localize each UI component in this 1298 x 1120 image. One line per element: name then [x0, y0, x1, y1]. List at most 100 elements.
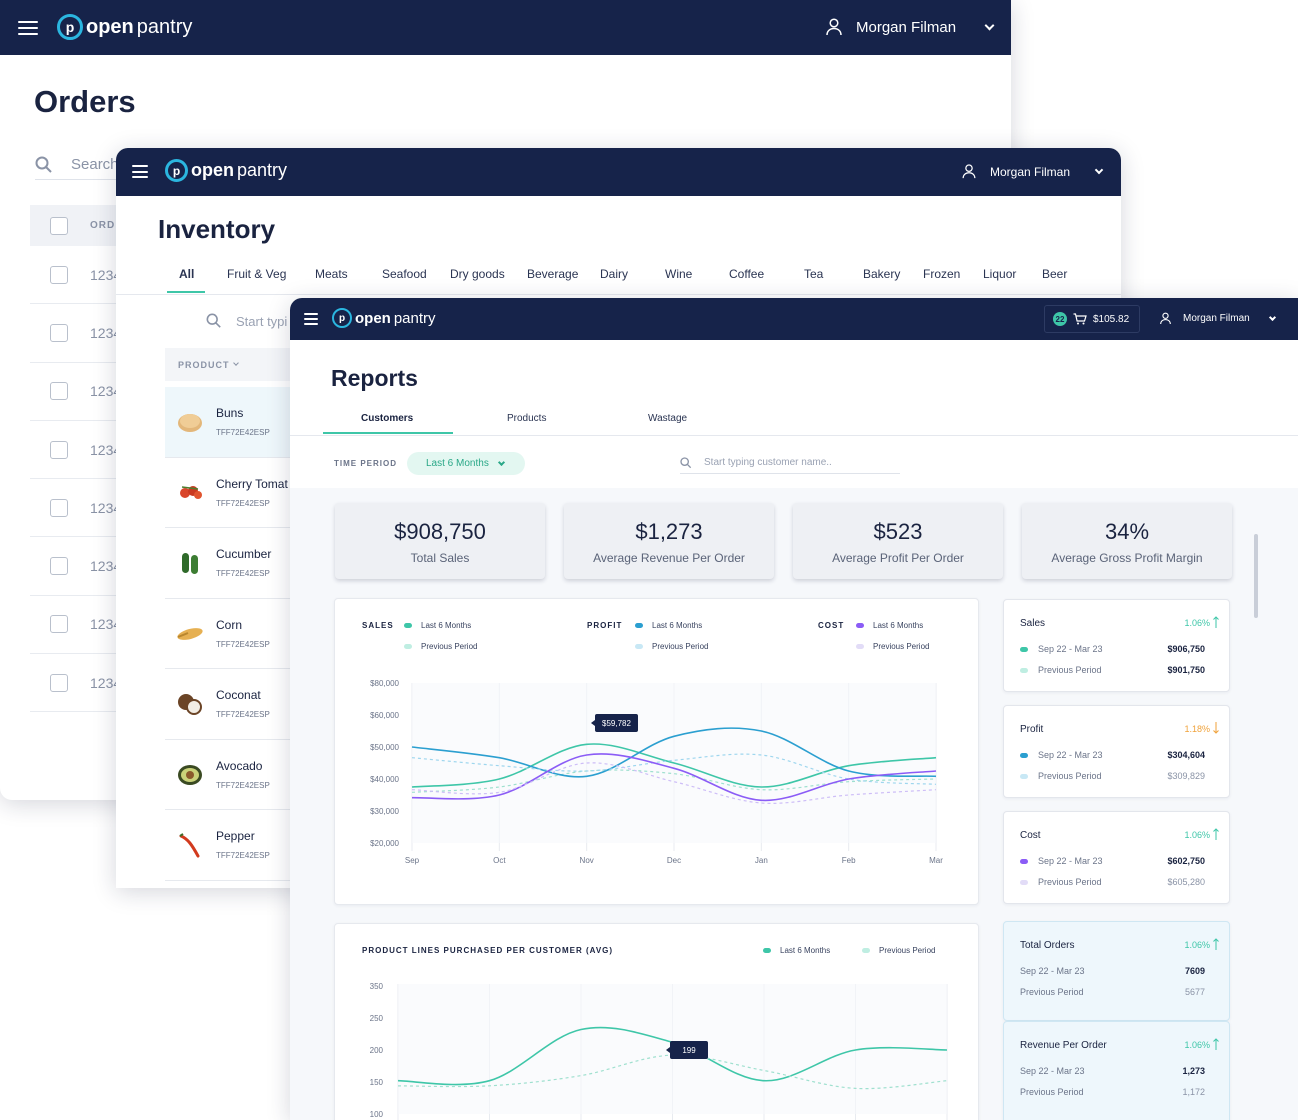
tab-products[interactable]: Products [507, 413, 547, 424]
page-title: Inventory [158, 214, 276, 244]
tab-all[interactable]: All [179, 267, 195, 281]
tab-dry-goods[interactable]: Dry goods [450, 267, 505, 281]
product-image [176, 549, 204, 577]
tooltip-box [670, 1041, 708, 1059]
row-checkbox[interactable] [50, 265, 68, 284]
table-row[interactable]: 1234 [30, 596, 140, 655]
y-tick-label: 200 [370, 1046, 384, 1055]
menu-icon[interactable] [18, 21, 38, 35]
summary-card-total-orders[interactable]: Total Orders 1.06% Sep 22 - Mar 23 7609 Prev… [1003, 921, 1230, 1021]
table-row[interactable]: 1234 [30, 537, 140, 596]
product-row[interactable]: Avocado TFF72E42ESP [165, 740, 295, 810]
row-value: $309,829 [1167, 771, 1205, 781]
product-row[interactable]: Coconat TFF72E42ESP [165, 669, 295, 740]
user-name: Morgan Filman [856, 18, 957, 36]
legend-item-label: Previous Period [421, 642, 478, 651]
card-title: Revenue Per Order [1020, 1040, 1107, 1051]
tab-wastage[interactable]: Wastage [648, 413, 688, 424]
summary-card-revenue-per-order[interactable]: Revenue Per Order 1.06% Sep 22 - Mar 23 1,2… [1003, 1021, 1230, 1120]
user-menu[interactable]: Morgan Filman [962, 164, 1104, 179]
chart-tooltip: $59,782 [591, 714, 638, 732]
y-tick-label: $20,000 [370, 839, 399, 848]
product-code: TFF72E42ESP [216, 780, 270, 790]
tab-dairy[interactable]: Dairy [600, 267, 629, 281]
tab-wine[interactable]: Wine [665, 267, 693, 281]
brand-logo[interactable]: p open pantry [57, 14, 192, 40]
brand-logo[interactable]: p open pantry [332, 308, 436, 328]
row-checkbox[interactable] [50, 382, 68, 401]
legend-item[interactable]: Previous Period [856, 642, 929, 651]
product-row[interactable]: Cherry Tomat TFF72E42ESP [165, 458, 295, 528]
x-tick-label: Oct [493, 856, 506, 865]
current-period-row: Sep 22 - Mar 23 $906,750 [1020, 644, 1205, 654]
legend-item[interactable]: Previous Period [635, 642, 708, 651]
product-row[interactable]: Cucumber TFF72E42ESP [165, 528, 295, 599]
product-row[interactable]: Pepper TFF72E42ESP [165, 810, 295, 881]
series-line[interactable] [411, 743, 937, 788]
previous-period-row: Previous Period $901,750 [1020, 665, 1205, 675]
menu-icon[interactable] [132, 165, 148, 178]
series-line[interactable] [411, 753, 937, 802]
time-period-select[interactable]: Last 6 Months [407, 452, 525, 475]
product-column-header[interactable]: PRODUCT [165, 348, 295, 381]
product-search-input[interactable]: Start typi [206, 310, 306, 332]
search-input[interactable]: Search [35, 150, 125, 180]
legend-dot [1020, 667, 1028, 673]
table-row[interactable]: 1234 [30, 421, 140, 480]
tab-customers[interactable]: Customers [361, 413, 414, 424]
scrollbar[interactable] [1254, 534, 1258, 618]
tab-beer[interactable]: Beer [1042, 267, 1068, 281]
tab-meats[interactable]: Meats [315, 267, 348, 281]
product-row[interactable]: Buns TFF72E42ESP [165, 387, 295, 458]
user-menu[interactable]: Morgan Filman [826, 18, 995, 36]
product-row[interactable]: Corn TFF72E42ESP [165, 599, 295, 669]
row-checkbox[interactable] [50, 498, 68, 517]
table-row[interactable]: 1234 [30, 363, 140, 421]
row-checkbox[interactable] [50, 323, 68, 342]
product-image [176, 690, 204, 718]
legend-title: PROFIT [587, 621, 623, 630]
legend-item[interactable]: Last 6 Months [404, 621, 471, 630]
summary-card-sales[interactable]: Sales 1.06% Sep 22 - Mar 23 $906,750 Previou… [1003, 599, 1230, 692]
row-checkbox[interactable] [50, 673, 68, 692]
row-checkbox[interactable] [50, 615, 68, 634]
series-line[interactable] [411, 727, 937, 778]
row-value: $605,280 [1167, 877, 1205, 887]
select-all-checkbox[interactable] [50, 216, 68, 235]
change-percent: 1.06% [1184, 940, 1210, 950]
tab-coffee[interactable]: Coffee [729, 267, 765, 281]
legend-item[interactable]: Last 6 Months [635, 621, 702, 630]
row-checkbox[interactable] [50, 557, 68, 576]
series-line[interactable] [411, 769, 937, 793]
menu-icon[interactable] [304, 313, 318, 325]
brand-logo[interactable]: p open pantry [165, 159, 287, 182]
tab-beverage[interactable]: Beverage [527, 267, 579, 281]
change-percent: 1.06% [1184, 830, 1210, 840]
tab-fruit-veg[interactable]: Fruit & Veg [227, 267, 287, 281]
column-header: ORD [90, 220, 116, 231]
table-row[interactable]: 1234 [30, 479, 140, 538]
legend-item-label: Previous Period [873, 642, 930, 651]
table-row[interactable]: 1234 [30, 246, 140, 305]
cart-button[interactable]: 22 $105.82 [1044, 305, 1140, 333]
legend-item[interactable]: Previous Period [862, 946, 935, 955]
row-label: Previous Period [1020, 987, 1084, 997]
user-menu[interactable]: Morgan Filman [1160, 312, 1276, 325]
table-row[interactable]: 1234 [30, 654, 140, 713]
time-period-label: TIME PERIOD [334, 459, 398, 468]
tab-tea[interactable]: Tea [804, 267, 824, 281]
legend-item[interactable]: Last 6 Months [856, 621, 923, 630]
legend-item[interactable]: Last 6 Months [763, 946, 830, 955]
summary-card-cost[interactable]: Cost 1.06% Sep 22 - Mar 23 $602,750 Previous… [1003, 811, 1230, 904]
row-checkbox[interactable] [50, 440, 68, 459]
table-row[interactable]: 1234 [30, 304, 140, 363]
tab-seafood[interactable]: Seafood [382, 267, 427, 281]
tab-liquor[interactable]: Liquor [983, 267, 1017, 281]
kpi-value: $1,273 [635, 519, 703, 544]
legend-item[interactable]: Previous Period [404, 642, 477, 651]
tab-bakery[interactable]: Bakery [863, 267, 901, 281]
divider [290, 435, 1298, 436]
customer-search-input[interactable]: Start typing customer name.. [680, 452, 900, 474]
tab-frozen[interactable]: Frozen [923, 267, 961, 281]
summary-card-profit[interactable]: Profit 1.18% Sep 22 - Mar 23 $304,604 Previo… [1003, 705, 1230, 798]
